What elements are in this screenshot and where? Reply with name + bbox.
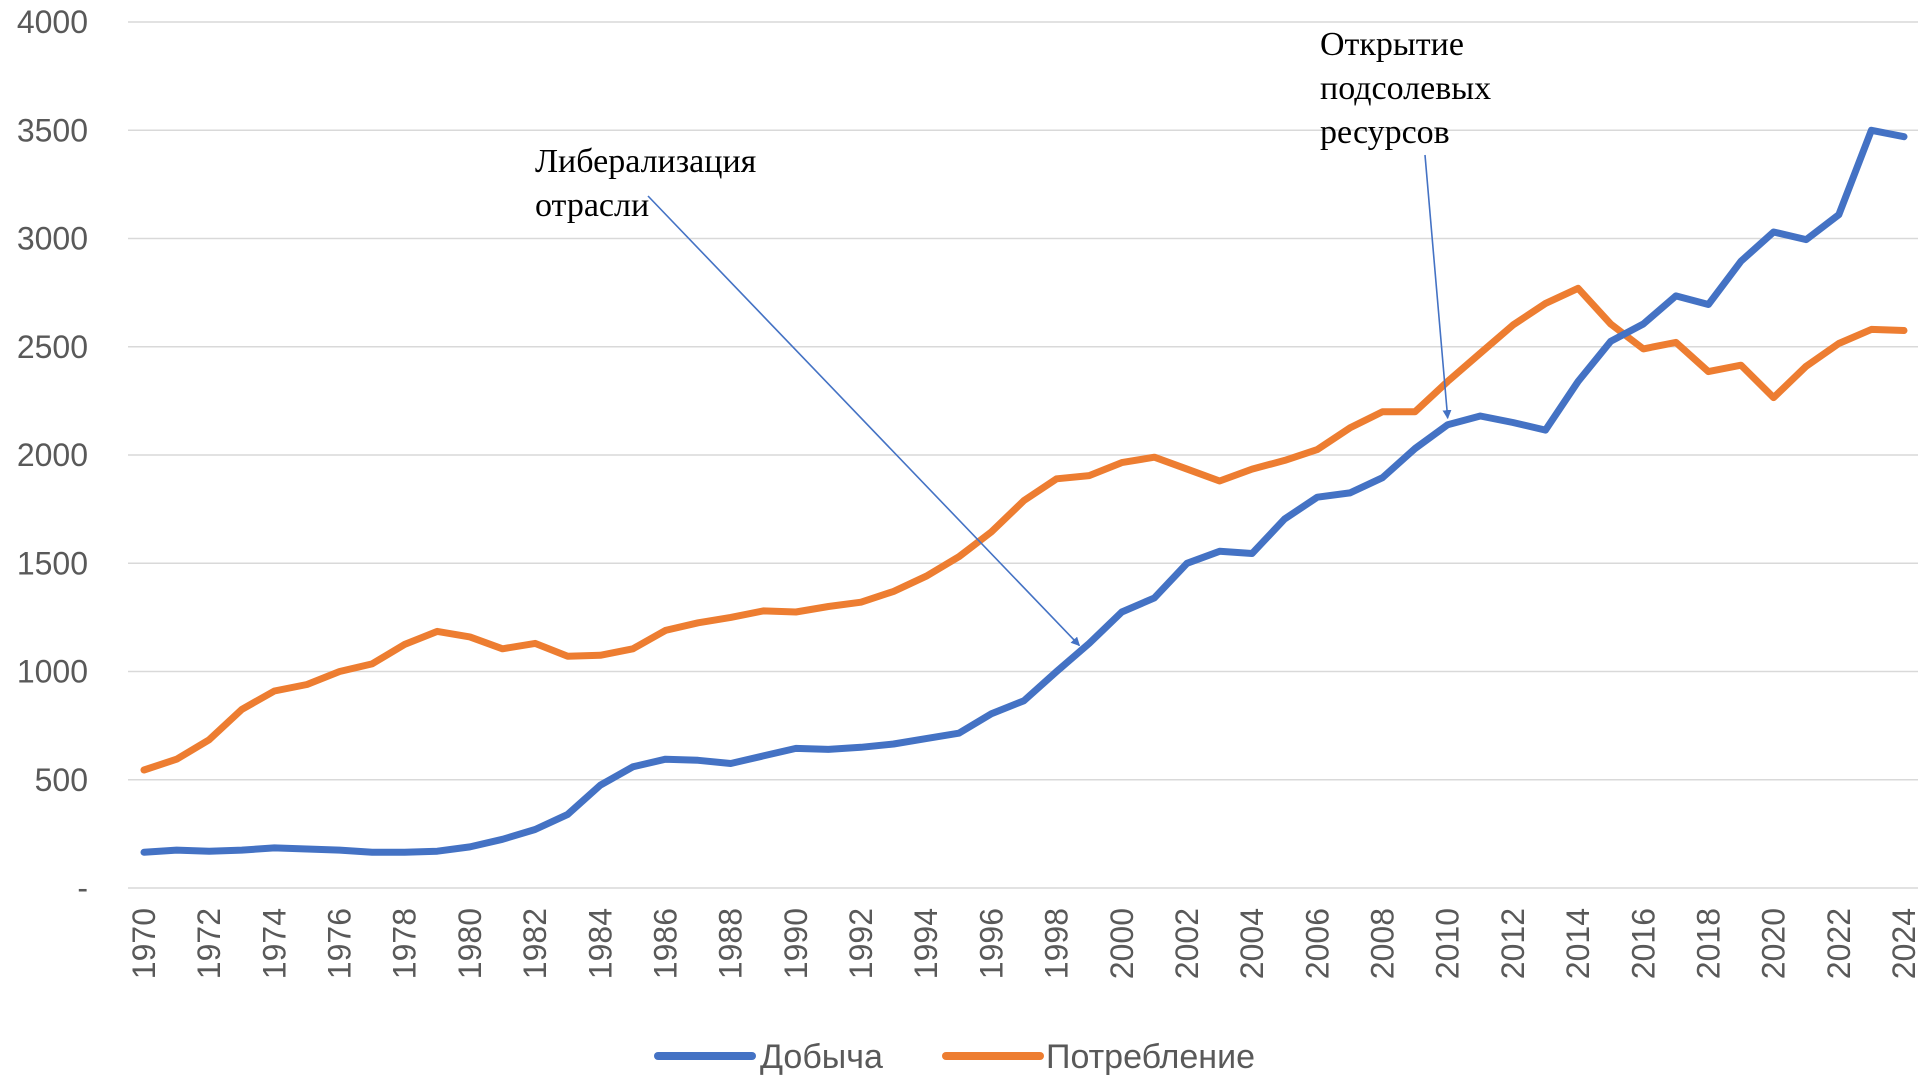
x-tick-label: 1990 bbox=[778, 908, 814, 979]
y-axis-ticks: - 500 1000 1500 2000 2500 3000 3500 4000 bbox=[17, 4, 88, 906]
annotations: Либерализация отрасли Открытие подсолевых р… bbox=[535, 26, 1491, 647]
x-tick-label: 2004 bbox=[1234, 908, 1270, 979]
x-tick-label: 2022 bbox=[1821, 908, 1857, 979]
x-tick-label: 1978 bbox=[387, 908, 423, 979]
x-tick-label: 2014 bbox=[1560, 908, 1596, 979]
annotation-text: отрасли bbox=[535, 187, 649, 224]
x-tick-label: 1982 bbox=[517, 908, 553, 979]
x-tick-label: 1992 bbox=[843, 908, 879, 979]
x-tick-label: 2020 bbox=[1756, 908, 1792, 979]
x-tick-label: 1974 bbox=[256, 908, 292, 979]
x-tick-label: 2002 bbox=[1169, 908, 1205, 979]
x-tick-label: 2024 bbox=[1886, 908, 1922, 979]
x-tick-label: 2000 bbox=[1104, 908, 1140, 979]
legend: Добыча Потребление bbox=[654, 1038, 1255, 1076]
y-tick-label: 1000 bbox=[17, 654, 88, 690]
x-tick-label: 2012 bbox=[1495, 908, 1531, 979]
annotation-text: подсолевых bbox=[1320, 70, 1491, 107]
series-lines bbox=[140, 126, 1908, 856]
x-tick-label: 1988 bbox=[713, 908, 749, 979]
x-tick-label: 1998 bbox=[1039, 908, 1075, 979]
x-tick-label: 2010 bbox=[1430, 908, 1466, 979]
y-tick-label: - bbox=[77, 870, 88, 906]
y-tick-label: 1500 bbox=[17, 545, 88, 581]
y-tick-label: 3000 bbox=[17, 221, 88, 257]
x-tick-label: 2018 bbox=[1690, 908, 1726, 979]
x-tick-label: 1976 bbox=[322, 908, 358, 979]
x-tick-label: 1994 bbox=[908, 908, 944, 979]
x-tick-label: 1970 bbox=[126, 908, 162, 979]
x-tick-label: 1996 bbox=[973, 908, 1009, 979]
y-tick-label: 2500 bbox=[17, 329, 88, 365]
annotation-text: Либерализация bbox=[535, 143, 757, 180]
x-tick-label: 1980 bbox=[452, 908, 488, 979]
annotation-text: Открытие bbox=[1320, 26, 1464, 63]
series-line-consumption bbox=[140, 284, 1908, 774]
annotation-arrow bbox=[1424, 154, 1452, 420]
annotation-text: ресурсов bbox=[1320, 114, 1450, 151]
legend-label: Добыча bbox=[760, 1038, 883, 1076]
x-tick-label: 1986 bbox=[647, 908, 683, 979]
y-tick-label: 500 bbox=[35, 762, 88, 798]
x-axis-ticks: 1970 1972 1974 1976 1978 1980 1982 1984 1986 1988… bbox=[126, 908, 1922, 979]
gridlines bbox=[128, 21, 1918, 889]
x-tick-label: 2016 bbox=[1625, 908, 1661, 979]
y-tick-label: 3500 bbox=[17, 112, 88, 148]
x-tick-label: 1972 bbox=[191, 908, 227, 979]
x-tick-label: 2006 bbox=[1299, 908, 1335, 979]
x-tick-label: 1984 bbox=[582, 908, 618, 979]
legend-label: Потребление bbox=[1046, 1038, 1255, 1076]
y-tick-label: 2000 bbox=[17, 437, 88, 473]
x-tick-label: 2008 bbox=[1365, 908, 1401, 979]
series-line-production bbox=[140, 126, 1908, 856]
y-tick-label: 4000 bbox=[17, 4, 88, 40]
annotation-arrow bbox=[647, 195, 1081, 647]
